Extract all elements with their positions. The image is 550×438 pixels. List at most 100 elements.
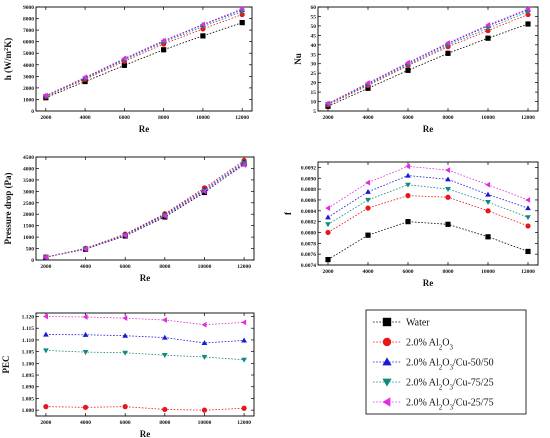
data-point-cu7525 (43, 348, 49, 354)
data-point-cu2575 (485, 22, 491, 28)
series-line (45, 163, 245, 258)
y-tick-label: 60 (311, 5, 317, 11)
plot-frame (35, 6, 253, 112)
plot-frame (317, 6, 539, 112)
y-tick-label: 0.0086 (301, 198, 316, 204)
data-point-cu2575 (122, 315, 128, 322)
x-tick-label: 2000 (323, 115, 334, 121)
data-point-cu5050 (365, 188, 371, 194)
series-line (327, 14, 529, 106)
data-point-cu2575 (201, 188, 207, 195)
data-point-water (525, 21, 531, 27)
y-tick-label: 1.115 (22, 326, 34, 332)
x-tick-label: 4000 (80, 264, 91, 270)
x-tick-label: 2000 (323, 269, 334, 275)
data-point-water (365, 85, 371, 91)
data-point-al2o3 (405, 193, 411, 199)
data-point-cu2575 (239, 5, 245, 12)
data-point-cu7525 (161, 353, 168, 358)
data-point-cu7525 (122, 350, 129, 356)
y-tick-label: 4000 (23, 63, 34, 69)
y-tick-label: 3000 (23, 74, 34, 80)
data-point-cu2575 (161, 317, 167, 323)
x-tick-label: 6000 (403, 115, 414, 121)
series-line (45, 11, 243, 97)
plot-frame (317, 161, 539, 266)
data-point-cu2575 (121, 55, 127, 62)
data-point-water (485, 234, 491, 240)
series-al2o3 (43, 157, 247, 260)
data-point-cu2575 (325, 100, 331, 107)
x-tick-label: 12000 (235, 115, 249, 121)
series-line (45, 22, 243, 99)
data-point-water (445, 50, 451, 56)
series-water (43, 20, 245, 101)
series-al2o3 (325, 193, 531, 236)
series-line (45, 14, 243, 97)
x-tick-label: 4000 (80, 420, 91, 426)
data-point-cu2575 (201, 321, 207, 328)
x-tick-label: 2000 (40, 115, 51, 121)
series-cu2575 (42, 5, 245, 99)
series-cu2575 (43, 313, 247, 328)
x-axis-label: Re (423, 278, 434, 288)
data-point-water (365, 232, 371, 238)
x-tick-label: 6000 (403, 269, 414, 275)
x-tick-label: 6000 (120, 420, 131, 426)
x-tick-label: 8000 (443, 115, 454, 121)
y-tick-label: 8000 (23, 17, 34, 23)
x-tick-label: 4000 (363, 115, 374, 121)
data-point-cu5050 (43, 331, 49, 337)
data-point-cu2575 (82, 246, 88, 252)
y-tick-label: 1.085 (22, 396, 35, 402)
y-axis-label: h (W/m2K) (3, 38, 14, 80)
data-point-cu7525 (82, 350, 89, 355)
y-tick-label: 1.110 (22, 338, 34, 344)
plot-frame (35, 156, 255, 261)
y-tick-label: 500 (26, 247, 35, 253)
data-point-cu5050 (445, 176, 451, 182)
y-tick-label: 0 (31, 258, 34, 264)
y-tick-label: 25 (311, 71, 317, 77)
x-tick-label: 8000 (159, 420, 170, 426)
series-line (327, 8, 529, 104)
series-cu2575 (325, 6, 531, 107)
data-point-cu2575 (200, 21, 205, 28)
x-tick-label: 6000 (119, 115, 130, 121)
y-tick-label: 2500 (23, 201, 34, 207)
y-tick-label: 9000 (23, 5, 34, 11)
y-tick-label: 5 (313, 109, 316, 115)
data-point-water (161, 47, 167, 53)
y-tick-label: 1.120 (22, 315, 35, 321)
data-point-cu2575 (82, 74, 88, 81)
data-point-al2o3 (162, 406, 168, 413)
y-tick-label: 0.0090 (301, 176, 316, 182)
x-tick-label: 12000 (521, 115, 535, 121)
y-tick-label: 1000 (23, 97, 34, 103)
series-water (325, 21, 531, 109)
data-point-cu2575 (485, 181, 491, 188)
data-point-cu2575 (43, 254, 48, 261)
data-point-cu2575 (43, 313, 48, 320)
legend-marker-cu2575 (382, 397, 391, 407)
y-tick-label: 5000 (23, 51, 34, 57)
series-line (327, 221, 529, 260)
data-point-cu5050 (325, 214, 331, 220)
data-point-cu7525 (325, 222, 331, 228)
y-tick-label: 1.105 (22, 350, 35, 356)
data-point-cu7525 (525, 215, 531, 221)
data-point-cu2575 (42, 92, 48, 99)
y-axis-label: f (283, 211, 293, 215)
data-point-cu7525 (445, 187, 451, 192)
y-tick-label: 20 (311, 81, 317, 87)
chart-pec-vs-re: 2000 4000 6000 8000 10000 12000 1.080 1.085 1.09… (1, 312, 255, 438)
legend-marker-al2o3 (382, 337, 392, 347)
series-cu5050 (43, 331, 247, 346)
y-tick-label: 0 (31, 109, 34, 115)
data-point-cu7525 (201, 354, 208, 360)
series-line (45, 161, 245, 258)
y-tick-label: 2000 (23, 86, 34, 92)
legend-label: Water (406, 318, 430, 329)
series-line (327, 165, 529, 209)
